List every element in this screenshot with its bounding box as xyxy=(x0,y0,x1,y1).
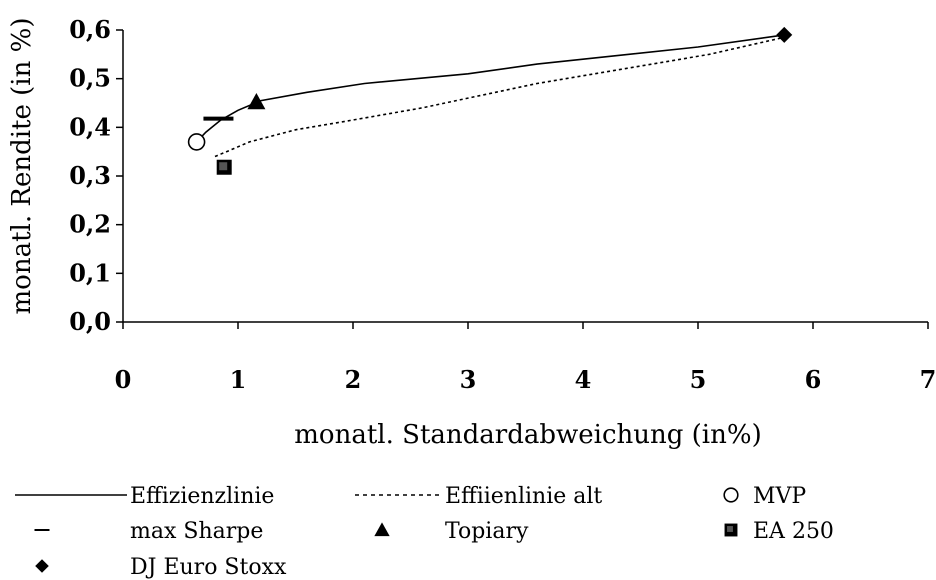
legend: Effizienzlinie Effiienlinie alt MVP max Sha… xyxy=(15,484,834,580)
x-tick-label: 5 xyxy=(690,365,707,394)
y-tick-label: 0,0 xyxy=(69,307,111,336)
legend-label-dj-euro-stoxx: DJ Euro Stoxx xyxy=(130,555,287,580)
y-tick-label: 0,6 xyxy=(69,15,111,44)
x-tick-label: 0 xyxy=(115,365,132,394)
axes: 0,0 0,1 0,2 0,3 0,4 0,5 0,6 0 1 2 3 4 5 6 7 xyxy=(69,15,936,394)
x-tick-label: 6 xyxy=(805,365,822,394)
legend-label-ea-250: EA 250 xyxy=(753,519,834,544)
series-line-effiienlinie-alt xyxy=(214,36,785,158)
legend-label-effizienzlinie: Effizienzlinie xyxy=(130,484,274,509)
y-tick-label: 0,5 xyxy=(69,64,111,93)
y-axis-title: monatl. Rendite (in %) xyxy=(7,18,37,315)
y-tick-label: 0,2 xyxy=(69,210,111,239)
y-tick-label: 0,1 xyxy=(69,258,111,287)
point-ea-250-inner xyxy=(219,162,228,171)
point-mvp xyxy=(187,133,206,151)
legend-label-mvp: MVP xyxy=(753,484,806,509)
x-tick-label: 2 xyxy=(345,365,362,394)
x-tick-label: 7 xyxy=(920,365,936,394)
legend-label-effiienlinie-alt: Effiienlinie alt xyxy=(445,484,602,509)
point-topiary xyxy=(247,93,266,110)
legend-swatch-dj-euro-stoxx xyxy=(35,559,49,573)
point-dj-euro-stoxx xyxy=(776,26,793,43)
x-axis-title: monatl. Standardabweichung (in%) xyxy=(294,420,761,450)
legend-label-max-sharpe: max Sharpe xyxy=(130,519,263,544)
y-tick-label: 0,4 xyxy=(69,112,111,141)
series-line-effizienzlinie xyxy=(196,34,785,143)
x-tick-label: 1 xyxy=(230,365,247,394)
plot-area xyxy=(187,26,793,175)
legend-swatch-mvp xyxy=(723,487,739,503)
legend-swatch-ea-250-inner xyxy=(727,526,733,532)
legend-swatch-topiary xyxy=(374,522,390,537)
legend-label-topiary: Topiary xyxy=(445,519,529,544)
x-tick-label: 4 xyxy=(575,365,592,394)
x-tick-label: 3 xyxy=(460,365,477,394)
y-tick-label: 0,3 xyxy=(69,161,111,190)
